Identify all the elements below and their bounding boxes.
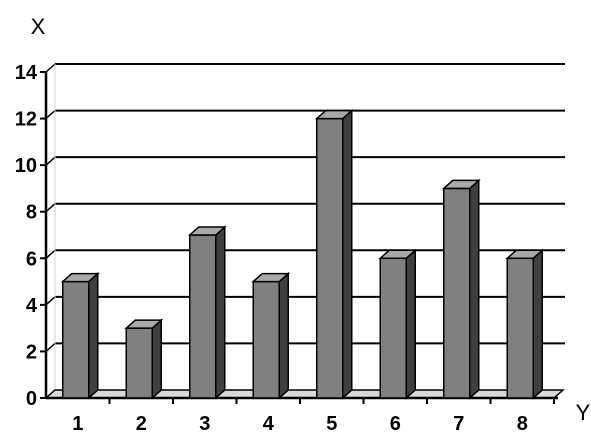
bar-side-1 — [88, 271, 99, 400]
bar-5 — [314, 108, 354, 400]
x-tick-label-8: 8 — [517, 413, 528, 434]
bar-front-3 — [189, 234, 217, 399]
bar-8 — [505, 248, 545, 400]
x-tick-label-3: 3 — [199, 413, 210, 434]
y-tick-label-14: 14 — [15, 62, 38, 84]
x-tick-label-1: 1 — [72, 413, 83, 434]
bar-4 — [251, 271, 291, 400]
axes — [40, 71, 565, 404]
bar-front-2 — [125, 327, 153, 399]
bar-top-7 — [441, 179, 481, 190]
bar-front-4 — [252, 280, 280, 399]
bar-side-7 — [469, 178, 480, 400]
gridline-wall-14 — [45, 63, 56, 73]
bar-top-2 — [124, 319, 164, 329]
bar-1 — [60, 271, 100, 400]
y-tick-label-12: 12 — [15, 109, 37, 131]
bar-top-8 — [505, 249, 545, 260]
y-tick-label-8: 8 — [26, 202, 37, 224]
bar-top-5 — [314, 109, 354, 120]
bar-top-6 — [378, 249, 418, 260]
x-tick-label-4: 4 — [263, 413, 275, 434]
y-tick-label-10: 10 — [15, 155, 37, 177]
x-tick-label-6: 6 — [390, 413, 401, 434]
x-axis-title: Y — [576, 400, 591, 425]
bar-front-5 — [316, 117, 344, 399]
bar-top-4 — [251, 272, 291, 283]
bar-front-8 — [506, 257, 534, 399]
bar-side-3 — [215, 225, 226, 400]
bar-6 — [378, 248, 418, 400]
bar-front-1 — [62, 280, 90, 399]
bar-7 — [441, 178, 481, 400]
y-axis-title: X — [31, 14, 46, 39]
gridline-wall-4 — [45, 296, 56, 306]
x-tick-label-5: 5 — [326, 413, 337, 434]
bar-side-8 — [532, 248, 543, 400]
gridline-wall-12 — [45, 110, 56, 120]
y-tick-label-2: 2 — [26, 341, 37, 363]
bar-side-6 — [405, 248, 416, 400]
bar-side-2 — [151, 318, 162, 400]
gridline-wall-10 — [45, 156, 56, 166]
x-tick-label-7: 7 — [453, 413, 464, 434]
bar-side-4 — [278, 271, 289, 400]
y-tick-label-6: 6 — [26, 248, 37, 270]
gridlines — [45, 63, 565, 390]
bar-front-6 — [379, 257, 407, 399]
bar-front-7 — [443, 187, 471, 399]
gridline-wall-2 — [45, 342, 56, 352]
bar-top-3 — [187, 226, 227, 236]
gridline-wall-8 — [45, 203, 56, 213]
x-tick-label-2: 2 — [136, 413, 147, 434]
y-tick-label-0: 0 — [26, 388, 37, 410]
bar-3 — [187, 225, 227, 400]
bar-side-5 — [342, 108, 353, 400]
bar-2 — [124, 318, 164, 400]
bars — [60, 108, 545, 400]
y-tick-label-4: 4 — [26, 295, 38, 317]
bar-top-1 — [60, 272, 100, 283]
gridline-wall-6 — [45, 249, 56, 259]
